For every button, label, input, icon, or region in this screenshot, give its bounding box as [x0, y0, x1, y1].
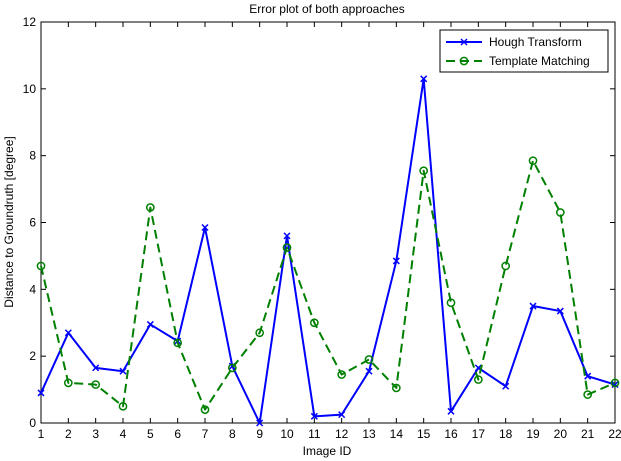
legend-label: Hough Transform [489, 35, 582, 49]
chart-title: Error plot of both approaches [249, 2, 404, 16]
legend: Hough Transform Template Matching [439, 29, 609, 73]
data-point-circle-marker [528, 156, 538, 166]
x-tick-label: 22 [608, 427, 621, 441]
legend-entry: Hough Transform [446, 35, 582, 49]
x-tick-label: 14 [390, 427, 404, 441]
x-tick-label: 1 [38, 427, 45, 441]
x-tick-label: 6 [174, 427, 181, 441]
y-tick-label: 0 [29, 416, 36, 430]
data-point-circle-marker [173, 338, 183, 348]
series-line [40, 159, 616, 411]
data-point-circle-marker [583, 390, 593, 399]
data-point-circle-marker [419, 166, 429, 176]
x-tick-label: 20 [554, 427, 568, 441]
x-tick-label: 17 [472, 427, 486, 441]
x-tick-label: 18 [499, 427, 513, 441]
data-point-x-marker [584, 372, 592, 380]
data-point-circle-marker [145, 203, 155, 212]
series-1 [36, 156, 620, 414]
x-tick-label: 15 [417, 427, 431, 441]
data-point-x-marker [64, 329, 72, 337]
data-point-circle-marker [118, 401, 128, 411]
data-point-circle-marker [200, 405, 210, 414]
data-point-x-marker [146, 320, 154, 328]
y-tick-label: 4 [29, 282, 36, 296]
data-point-circle-marker [501, 261, 511, 271]
y-tick-label: 2 [29, 349, 36, 363]
data-point-circle-marker [91, 380, 101, 389]
y-tick-label: 6 [29, 216, 36, 230]
y-tick-label: 10 [23, 82, 37, 96]
legend-entry: Template Matching [446, 54, 590, 68]
data-point-x-marker [392, 257, 400, 265]
x-tick-label: 21 [581, 427, 595, 441]
x-tick-label: 19 [526, 427, 540, 441]
data-point-x-marker [447, 407, 455, 415]
data-point-circle-marker [446, 298, 456, 308]
data-point-x-marker [310, 412, 318, 420]
data-point-x-marker [119, 367, 127, 375]
data-point-x-marker [37, 389, 45, 397]
data-point-x-marker [283, 232, 291, 240]
x-tick-label: 7 [202, 427, 209, 441]
x-tick-label: 16 [444, 427, 458, 441]
data-point-circle-marker [337, 370, 347, 379]
data-point-x-marker [256, 419, 264, 427]
data-point-x-marker [556, 307, 564, 315]
x-tick-label: 5 [147, 427, 154, 441]
data-point-circle-marker [391, 383, 401, 393]
data-point-circle-marker [282, 243, 292, 252]
data-point-x-marker [365, 367, 373, 375]
x-axis-label: Image ID [303, 444, 352, 458]
data-point-circle-marker [63, 378, 73, 388]
x-tick-label: 9 [256, 427, 263, 441]
y-tick-label: 12 [23, 15, 37, 29]
x-tick-label: 3 [92, 427, 99, 441]
data-point-circle-marker [555, 208, 565, 217]
data-point-circle-marker [309, 318, 319, 328]
legend-box [439, 29, 609, 73]
series-line [40, 77, 616, 424]
data-point-circle-marker [473, 375, 483, 384]
plot-area [40, 21, 616, 424]
x-tick-label: 10 [280, 427, 294, 441]
axis-ticks: 1 2 3 4 5 6 7 8 9 10 11 12 13 14 15 16 17 18 19 20 21 2202468… [23, 15, 621, 441]
data-point-circle-marker [364, 355, 374, 364]
y-axis-label: Distance to Groundruth [degree] [2, 136, 16, 307]
legend-label: Template Matching [489, 54, 590, 68]
x-tick-label: 2 [65, 427, 72, 441]
x-tick-label: 4 [120, 427, 127, 441]
data-point-circle-marker [610, 378, 620, 388]
data-point-circle-marker [227, 363, 237, 373]
y-tick-label: 8 [29, 149, 36, 163]
data-point-circle-marker [36, 261, 46, 271]
x-tick-label: 13 [362, 427, 376, 441]
data-point-circle-marker [255, 328, 265, 338]
data-point-x-marker [338, 411, 346, 419]
series-layer [36, 75, 620, 427]
x-tick-label: 8 [229, 427, 236, 441]
x-tick-label: 12 [335, 427, 349, 441]
x-tick-label: 11 [308, 427, 321, 441]
data-point-x-marker [201, 223, 209, 232]
data-point-x-marker [92, 364, 100, 372]
data-point-x-marker [502, 382, 510, 390]
data-point-x-marker [420, 75, 428, 83]
data-point-x-marker [529, 302, 537, 310]
